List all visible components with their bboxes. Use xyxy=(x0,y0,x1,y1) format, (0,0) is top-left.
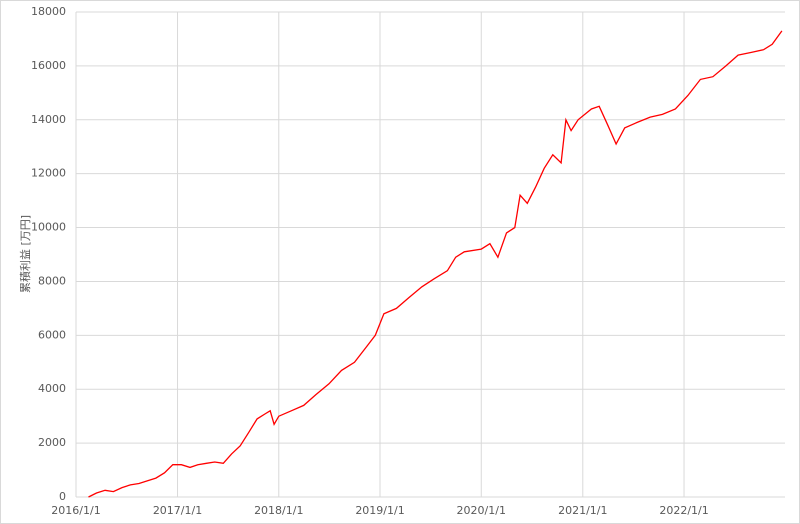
y-tick-label: 12000 xyxy=(31,167,66,180)
y-tick-label: 2000 xyxy=(38,436,66,449)
y-tick-label: 14000 xyxy=(31,113,66,126)
y-tick-label: 16000 xyxy=(31,59,66,72)
y-tick-label: 4000 xyxy=(38,382,66,395)
x-tick-label: 2022/1/1 xyxy=(659,504,708,517)
y-tick-label: 6000 xyxy=(38,328,66,341)
y-tick-label: 8000 xyxy=(38,274,66,287)
y-tick-label: 18000 xyxy=(31,5,66,18)
y-tick-label: 10000 xyxy=(31,221,66,234)
x-tick-label: 2021/1/1 xyxy=(558,504,607,517)
y-axis-label: 累積利益 [万円] xyxy=(18,215,32,293)
y-tick-label: 0 xyxy=(59,490,66,503)
data-line xyxy=(88,30,783,498)
x-tick-label: 2019/1/1 xyxy=(355,504,404,517)
x-tick-label: 2020/1/1 xyxy=(457,504,506,517)
x-tick-label: 2017/1/1 xyxy=(153,504,202,517)
x-tick-label: 2016/1/1 xyxy=(51,504,100,517)
x-tick-label: 2018/1/1 xyxy=(254,504,303,517)
